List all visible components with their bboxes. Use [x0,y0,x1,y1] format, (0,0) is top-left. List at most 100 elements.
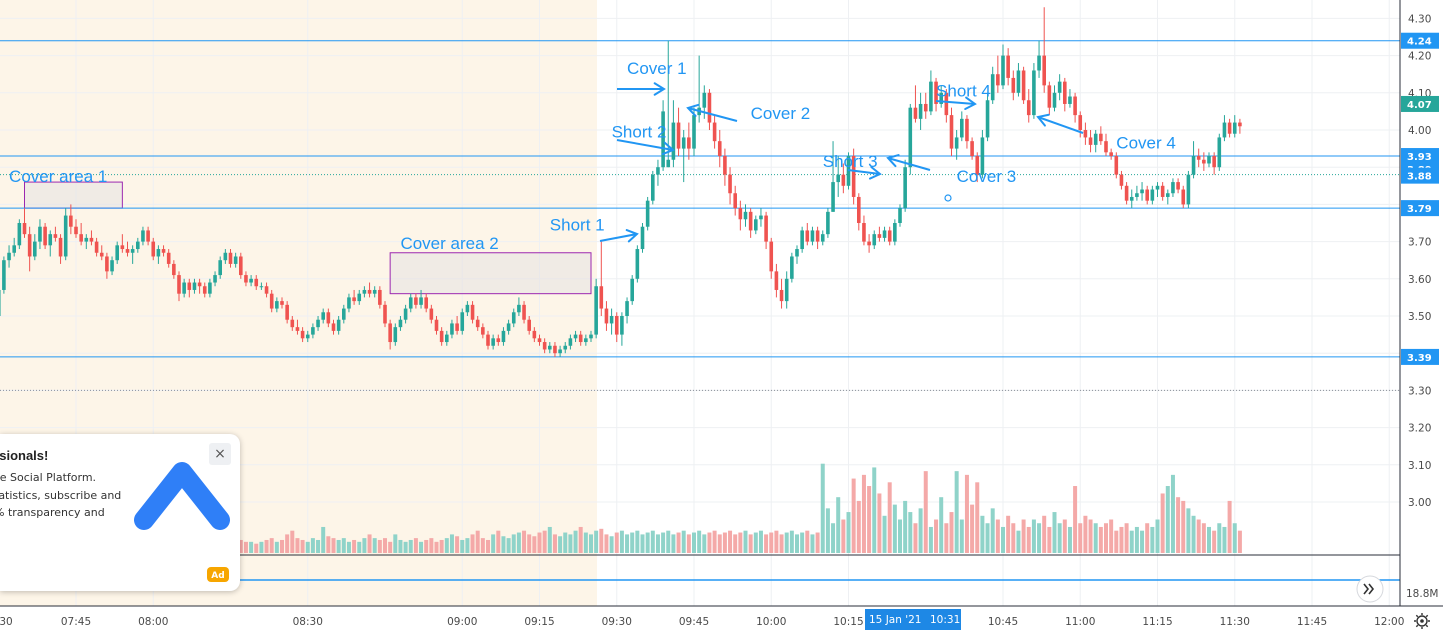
candle-body [990,74,995,101]
candle [522,301,526,324]
candle-body [161,249,166,253]
candle [661,100,665,171]
volume-bar [1078,523,1083,553]
candle [918,92,923,130]
candle [723,148,727,186]
volume-bar [815,532,820,553]
volume-bar [470,534,475,553]
volume-bar [243,541,248,553]
candle [259,282,264,290]
volume-bar [1098,526,1103,553]
volume-bar [702,534,707,553]
candle-body [985,100,990,138]
candle-body [522,304,526,320]
time-axis-background[interactable] [0,606,1443,640]
annotation-label[interactable]: Cover 1 [627,59,687,78]
candle [136,237,140,253]
annotation-label[interactable]: Cover area 1 [9,167,107,186]
candle [69,204,73,235]
candle [717,130,722,168]
price-tick-label: 3.30 [1408,385,1431,397]
double-chevron-right-icon [1363,583,1375,595]
annotation-arrow [616,139,675,156]
candle [455,316,459,335]
volume-bar [872,467,877,553]
annotation-label[interactable]: Cover area 2 [400,234,498,253]
candle [527,316,531,335]
ad-badge: Ad [207,567,229,582]
volume-bar [372,538,377,553]
candle-body [743,211,748,220]
annotation-label[interactable]: Short 3 [823,152,878,171]
price-label: 3.93 [1401,148,1439,165]
candle-body [1068,96,1072,104]
horizontal-levels[interactable] [0,40,1400,581]
candle [1238,118,1242,134]
volume-bar [831,523,836,553]
annotation-label[interactable]: Cover 4 [1116,134,1176,153]
volume-bar [619,530,624,553]
volume-bar [439,539,444,553]
annotation-arrow [617,82,666,96]
volume-bar [336,539,341,553]
candle [197,278,202,294]
annotation-label[interactable]: Short 2 [612,122,667,141]
candle-body [378,289,382,305]
ad-popup[interactable]: ssionals! ze Social Platform. tatistics,… [0,434,240,591]
volume-bar [959,519,964,553]
candle-body [913,107,918,119]
volume-bar [377,539,382,553]
annotation-label[interactable]: Cover 3 [957,167,1017,186]
candle [640,223,645,253]
annotation-label[interactable]: Cover 2 [751,104,811,123]
close-icon[interactable]: × [209,443,231,465]
candle [1088,130,1093,153]
volume-bar [1011,523,1016,553]
volume-bar [609,536,614,553]
candle-body [625,301,629,316]
volume-bar [1181,500,1186,553]
candle-body [311,327,315,335]
candle [990,66,995,104]
candle-body [862,223,866,242]
candle [372,286,377,298]
candle-body [882,230,887,238]
candle [182,278,186,298]
candle [419,289,423,309]
volume-bar [923,471,928,553]
candle [1155,182,1160,197]
volume-bar [841,519,846,553]
price-tick-label: 3.70 [1408,237,1431,249]
svg-text:3.39: 3.39 [1407,353,1432,364]
scroll-to-realtime-button[interactable] [1356,575,1384,603]
volume-bar [748,534,753,553]
volume-bar [1160,493,1165,553]
candle [1227,118,1232,138]
candle-body [687,137,691,149]
candle-body [202,286,207,294]
candle [898,204,902,227]
candle-body [249,278,253,283]
gear-icon[interactable] [1414,613,1430,629]
candle-body [244,275,248,283]
candle [1057,74,1062,101]
highlight-zone[interactable] [24,181,123,209]
volume-bar [1031,519,1036,553]
candle-body [218,260,222,276]
volume-bar [419,541,424,553]
annotation-label[interactable]: Short 4 [936,82,991,101]
highlight-zone[interactable] [389,252,592,295]
candle-body [975,156,980,175]
annotation-dot [944,194,952,202]
candle-body [1114,156,1119,175]
candle [12,237,16,257]
candle-body [33,241,37,257]
candle [311,323,315,339]
annotation-label[interactable]: Short 1 [550,215,605,234]
volume-bar [789,530,794,553]
candle-body [1232,122,1237,134]
candle [754,215,758,235]
volume-bar [728,530,733,553]
candle [280,297,284,309]
volume-bar [341,538,346,553]
